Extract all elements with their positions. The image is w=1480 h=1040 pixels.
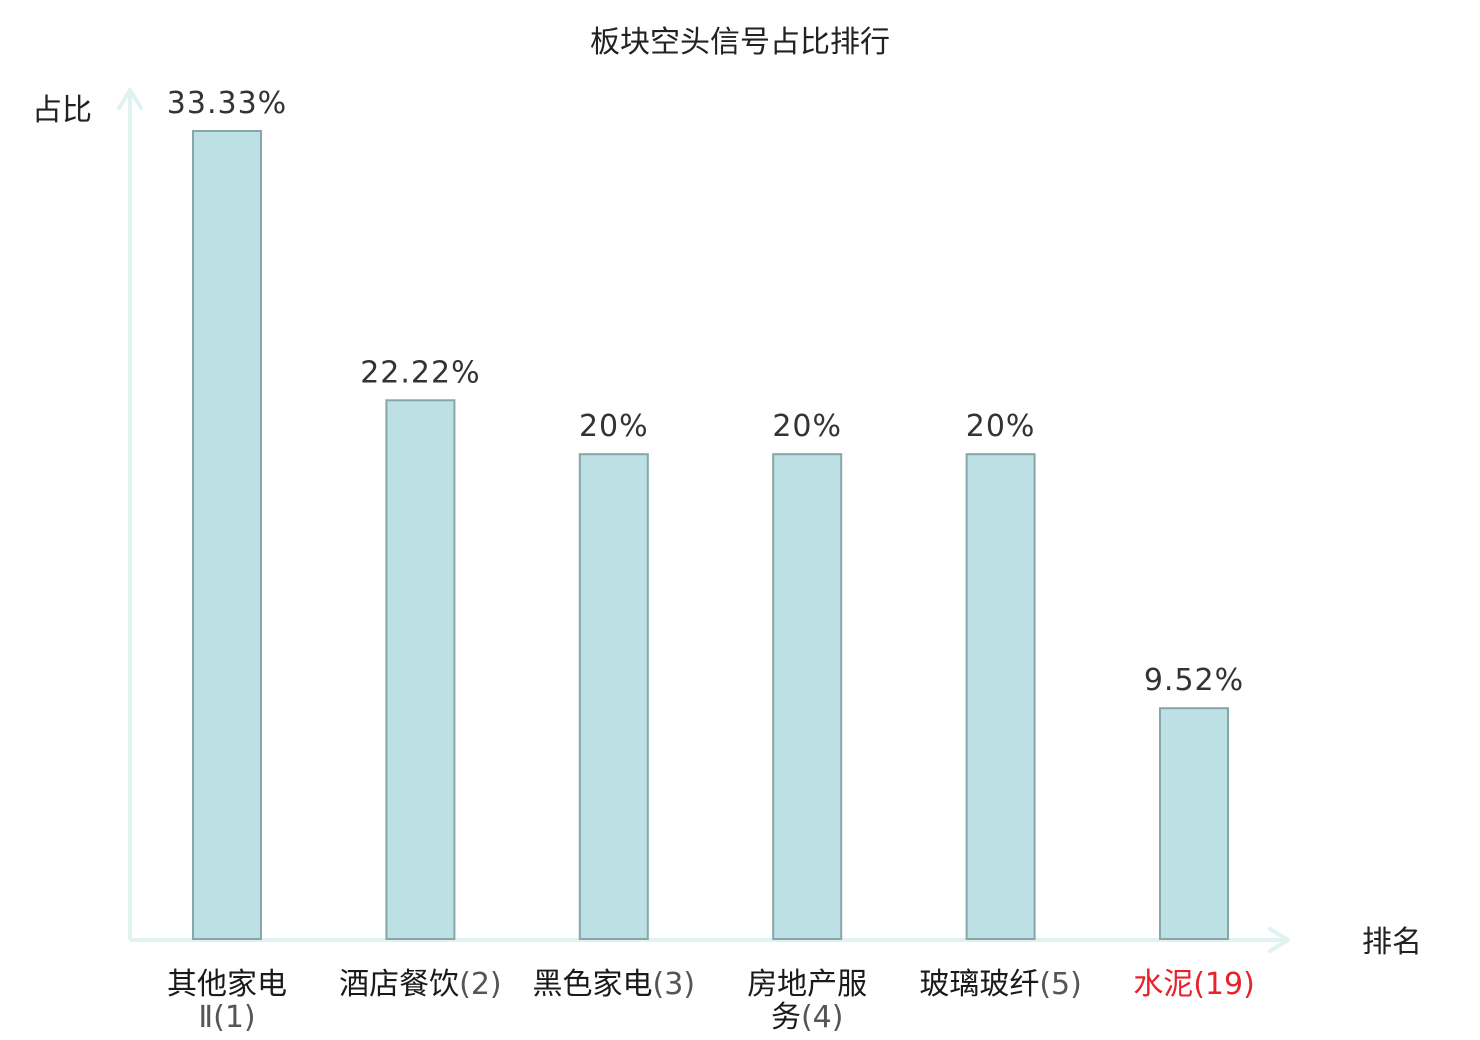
category-label: 玻璃玻纤(5) <box>919 967 1082 1002</box>
category-label-part: 酒店餐饮 <box>339 967 459 1002</box>
category-label: 房地产服务(4) <box>747 967 867 1035</box>
x-axis-label: 排名 <box>1362 925 1422 960</box>
bar <box>965 453 1036 940</box>
category-label-part: 黑色家电 <box>533 967 653 1002</box>
y-axis-label: 占比 <box>32 93 92 128</box>
bar-value-label: 20% <box>966 409 1036 444</box>
y-axis <box>117 88 143 940</box>
y-axis-arrow-icon <box>117 88 143 110</box>
x-axis-arrow-icon <box>1268 927 1290 953</box>
category-label-part: 玻璃玻纤 <box>919 967 1039 1002</box>
category-label-part: 房地产服 <box>747 967 867 1002</box>
value-labels: 33.33% 22.22% 20% 20% 20% 9.52% <box>167 86 1244 698</box>
bar <box>772 453 843 940</box>
category-label-part: (4) <box>801 1000 844 1035</box>
category-label: 黑色家电(3) <box>533 967 696 1002</box>
x-axis <box>130 927 1290 953</box>
category-label: 其他家电 Ⅱ(1) <box>167 967 287 1035</box>
bars <box>192 130 1229 941</box>
bar-value-label: 9.52% <box>1144 663 1244 698</box>
category-label-part: Ⅱ(1) <box>198 1000 255 1035</box>
bar-value-label: 33.33% <box>167 86 287 121</box>
category-label: 酒店餐饮(2) <box>339 967 502 1002</box>
category-label-part: (2) <box>459 967 502 1002</box>
bar <box>578 453 649 940</box>
category-label: 水泥(19) <box>1133 967 1255 1002</box>
bar-value-label: 20% <box>579 409 649 444</box>
bar-value-label: 20% <box>772 409 842 444</box>
category-label-part: (5) <box>1039 967 1082 1002</box>
category-label-part: (3) <box>653 967 696 1002</box>
category-label-part: 水泥(19) <box>1133 967 1255 1002</box>
category-label-part: 务 <box>771 1000 801 1035</box>
bar <box>385 399 456 940</box>
category-labels: 其他家电 Ⅱ(1) 酒店餐饮(2) 黑色家电(3) 房地产服务(4) 玻璃玻纤(5) 水泥(… <box>167 967 1255 1035</box>
chart-title: 板块空头信号占比排行 <box>590 25 890 60</box>
bar <box>1159 707 1229 941</box>
bar-value-label: 22.22% <box>360 355 480 390</box>
bar <box>192 130 262 940</box>
category-label-part: 其他家电 <box>167 967 287 1002</box>
